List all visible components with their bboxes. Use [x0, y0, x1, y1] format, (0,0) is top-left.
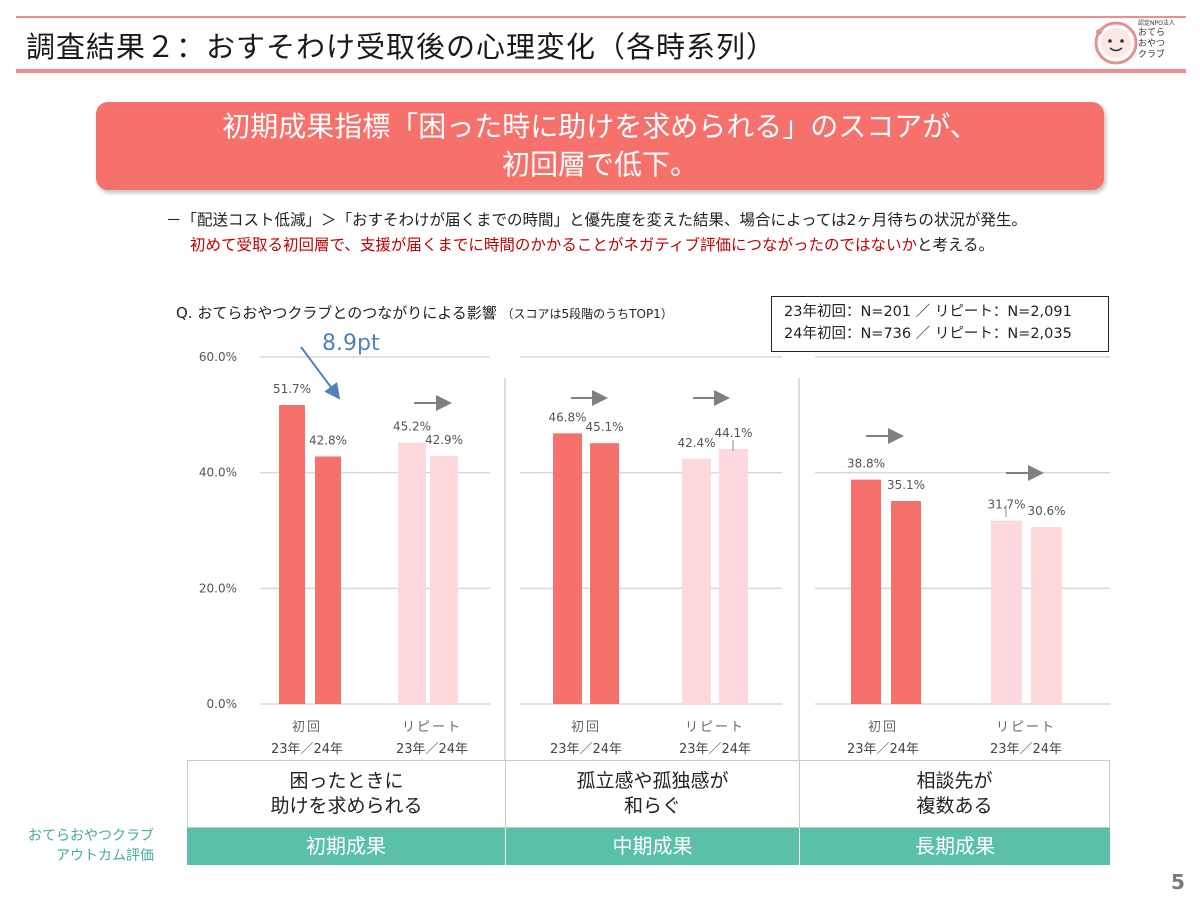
data-label: 45.1%	[585, 420, 623, 434]
x-group-sublabel: 23年／24年	[679, 742, 751, 757]
phase-initial: 初期成果	[187, 828, 505, 865]
bar-1-初回-0	[553, 433, 582, 704]
category-1-line2: 助けを求められる	[270, 795, 423, 817]
sample-size-line2: 24年初回：N=736 ／ リピート：N=2,035	[784, 326, 1072, 342]
bar-1-リピート-1	[719, 448, 748, 704]
data-label: 35.1%	[887, 478, 925, 492]
bar-2-初回-0	[851, 479, 881, 704]
question-main: Q. おてらおやつクラブとのつながりによる影響	[176, 304, 497, 322]
x-group-sublabel: 23年／24年	[396, 742, 468, 757]
data-label: 51.7%	[273, 382, 311, 396]
data-label: 31.7%	[987, 498, 1025, 512]
sample-size-box: 23年初回：N=201 ／ リピート：N=2,091 24年初回：N=736 ／…	[771, 296, 1109, 352]
logo-face-icon	[1094, 21, 1138, 65]
delta-arrow	[300, 346, 341, 400]
logo-text: 認定NPO法人 おてら おやつ クラブ	[1138, 20, 1175, 61]
category-2-line1: 孤立感や孤独感が	[576, 770, 729, 792]
note-line-2-tail: と考える。	[916, 236, 995, 254]
x-group-label: 初回	[571, 720, 601, 735]
bar-1-リピート-0	[682, 458, 711, 704]
y-tick-label: 40.0%	[199, 466, 237, 480]
question-sub: （スコアは5段階のうちTOP1）	[501, 307, 673, 321]
logo-line1: おてら	[1138, 28, 1166, 38]
bar-2-リピート-0	[991, 520, 1022, 704]
outcome-label-line2: アウトカム評価	[56, 848, 154, 864]
x-group-sublabel: 23年／24年	[990, 742, 1062, 757]
category-1-line1: 困ったときに	[289, 770, 404, 792]
note-line-2-red: 初めて受取る初回層で、支援が届くまでに時間のかかることがネガティブ評価につながっ…	[190, 236, 917, 254]
category-2-line2: 和らぐ	[623, 795, 681, 817]
note-line-2: 初めて受取る初回層で、支援が届くまでに時間のかかることがネガティブ評価につながっ…	[190, 233, 994, 255]
note-line-1: －「配送コスト低減」＞「おすそわけが届くまでの時間」と優先度を変えた結果、場合に…	[166, 211, 1027, 229]
y-tick-label: 60.0%	[199, 350, 237, 364]
logo-line3: クラブ	[1138, 50, 1166, 60]
x-group-label: リピート	[402, 720, 462, 735]
x-group-label: リピート	[685, 720, 745, 735]
bar-1-初回-1	[590, 443, 619, 704]
title-rule	[16, 69, 1186, 73]
y-tick-label: 0.0%	[207, 697, 238, 711]
data-label: 30.6%	[1027, 504, 1065, 518]
bar-0-初回-1	[315, 456, 341, 704]
top-rule	[16, 16, 1186, 18]
phase-long: 長期成果	[800, 828, 1110, 865]
category-cell-2: 孤立感や孤独感が 和らぐ	[505, 760, 800, 828]
x-group-sublabel: 23年／24年	[550, 742, 622, 757]
question-text: Q. おてらおやつクラブとのつながりによる影響 （スコアは5段階のうちTOP1）	[176, 302, 673, 323]
x-group-sublabel: 23年／24年	[847, 742, 919, 757]
outcome-label-line1: おてらおやつクラブ	[28, 828, 154, 844]
logo-small-text: 認定NPO法人	[1138, 20, 1175, 27]
headline-line2: 初回層で低下。	[501, 148, 698, 181]
data-label: 46.8%	[548, 410, 586, 424]
headline-line1: 初期成果指標「困った時に助けを求められる」のスコアが、	[222, 110, 978, 143]
data-label: 38.8%	[847, 457, 885, 471]
page-title: 調査結果２：おすそわけ受取後の心理変化（各時系列）	[26, 30, 777, 64]
y-tick-label: 20.0%	[199, 581, 237, 595]
bar-0-リピート-1	[430, 455, 458, 704]
bar-chart: 0.0% 20.0% 40.0% 60.0% 51.7% 42.8% 初回 23年／24年 45…	[199, 331, 1110, 760]
category-3-line2: 複数ある	[916, 795, 993, 817]
page-number: 5	[1171, 870, 1185, 894]
category-cell-1: 困ったときに 助けを求められる	[187, 760, 506, 828]
data-label: 44.1%	[714, 426, 752, 440]
x-group-label: 初回	[868, 720, 898, 735]
bar-0-リピート-0	[398, 442, 426, 704]
bar-2-初回-1	[891, 501, 921, 704]
phase-middle: 中期成果	[506, 828, 799, 865]
category-3-line1: 相談先が	[916, 770, 993, 792]
data-label: 42.8%	[309, 433, 347, 447]
bar-0-初回-0	[279, 405, 305, 704]
headline-banner: 初期成果指標「困った時に助けを求められる」のスコアが、 初回層で低下。	[96, 102, 1104, 190]
x-group-label: リピート	[996, 720, 1056, 735]
category-cell-3: 相談先が 複数ある	[799, 760, 1110, 828]
delta-annotation: 8.9pt	[322, 331, 380, 356]
bar-2-リピート-1	[1031, 527, 1062, 704]
x-group-sublabel: 23年／24年	[271, 742, 343, 757]
data-label: 45.2%	[393, 420, 431, 434]
data-label: 42.9%	[425, 433, 463, 447]
logo-line2: おやつ	[1138, 39, 1166, 49]
outcome-label: おてらおやつクラブ アウトカム評価	[28, 826, 154, 866]
x-group-label: 初回	[292, 720, 322, 735]
data-label: 42.4%	[677, 436, 715, 450]
logo: 認定NPO法人 おてら おやつ クラブ	[1094, 18, 1178, 70]
sample-size-line1: 23年初回：N=201 ／ リピート：N=2,091	[784, 304, 1072, 320]
